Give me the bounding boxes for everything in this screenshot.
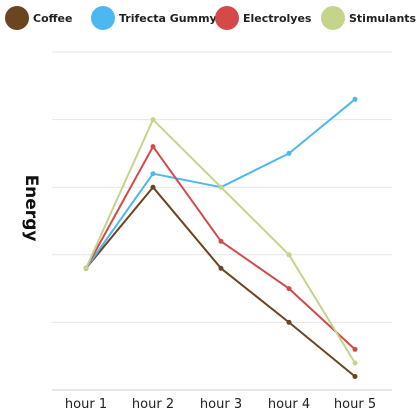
data-point — [286, 150, 292, 156]
data-point — [218, 238, 224, 244]
data-point — [352, 374, 358, 379]
legend-label: Trifecta Gummy — [119, 12, 217, 25]
series-stimulants — [83, 117, 358, 366]
legend-item: Electrolyes — [215, 6, 312, 30]
data-point — [286, 319, 292, 325]
data-point — [352, 96, 358, 102]
data-point — [83, 265, 89, 271]
legend-label: Coffee — [33, 12, 72, 25]
y-axis-label: Energy — [21, 175, 41, 242]
legend-swatch — [91, 6, 115, 30]
data-point — [286, 286, 292, 292]
legend-swatch — [215, 6, 239, 30]
legend-swatch — [321, 6, 345, 30]
legend-item: Stimulants — [321, 6, 416, 30]
legend-item: Coffee — [5, 6, 72, 30]
data-point — [150, 184, 156, 190]
legend-swatch — [5, 6, 29, 30]
data-point — [150, 117, 156, 123]
series-line — [85, 186, 356, 378]
x-tick-label: hour 4 — [268, 397, 310, 412]
series-coffee — [83, 184, 358, 379]
data-point — [150, 144, 156, 150]
legend-item: Trifecta Gummy — [91, 6, 217, 30]
data-point — [218, 265, 224, 271]
legend: Coffee Trifecta Gummy Electrolyes Stimulant… — [5, 6, 416, 30]
legend-label: Electrolyes — [243, 12, 312, 25]
x-tick-label: hour 2 — [132, 397, 174, 412]
x-tick-label: hour 3 — [200, 397, 242, 412]
x-tick-label: hour 1 — [65, 397, 107, 412]
series-lines — [83, 96, 358, 379]
x-tick-label: hour 5 — [334, 397, 376, 412]
data-point — [352, 360, 358, 366]
data-point — [352, 346, 358, 352]
series-electrolyes — [83, 144, 358, 352]
legend-label: Stimulants — [349, 12, 416, 25]
data-point — [218, 184, 224, 190]
x-tick-labels: hour 1 hour 2 hour 3 hour 4 hour 5 — [65, 397, 376, 412]
data-point — [150, 171, 156, 177]
data-point — [286, 252, 292, 258]
